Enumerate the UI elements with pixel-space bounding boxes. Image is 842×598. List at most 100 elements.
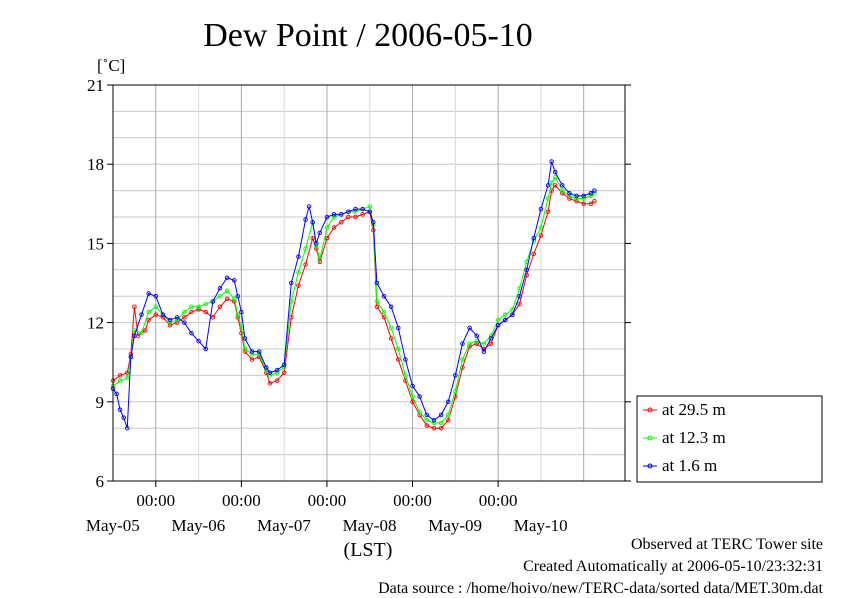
data-point (125, 375, 130, 381)
data-point (203, 309, 208, 315)
data-point (503, 317, 508, 323)
series-at-1-6-m (110, 159, 597, 431)
data-point (242, 346, 248, 352)
data-point (438, 412, 444, 418)
data-point (549, 159, 554, 164)
data-point (303, 217, 308, 222)
data-point (574, 198, 579, 204)
data-point (114, 391, 119, 397)
data-point (324, 235, 330, 241)
data-point (353, 206, 358, 212)
data-point (438, 420, 444, 426)
data-point (338, 220, 344, 225)
data-point (581, 201, 586, 207)
data-point (324, 225, 330, 230)
data-point (153, 293, 159, 299)
data-point (460, 357, 465, 362)
x-tick-date-label: May-06 (171, 516, 225, 535)
data-point (388, 336, 394, 341)
data-point (324, 214, 330, 220)
data-point (524, 267, 529, 273)
plot-frame (112, 84, 626, 482)
data-point (146, 291, 151, 296)
data-point (224, 275, 230, 280)
data-point (210, 315, 216, 320)
data-point (481, 341, 487, 346)
data-point (196, 304, 201, 310)
data-point (588, 193, 594, 199)
data-point (203, 346, 208, 352)
x-tick-time-label: 00:00 (393, 491, 432, 510)
legend-swatch-marker (647, 407, 653, 413)
series-at-29-5-m (110, 183, 597, 431)
footer-created-note: Created Automatically at 2006-05-10/23:3… (523, 558, 823, 575)
data-point (453, 388, 458, 394)
data-point (592, 198, 597, 204)
legend-swatch-marker (647, 463, 653, 469)
data-point (388, 304, 394, 310)
data-point (445, 399, 451, 405)
data-point (346, 214, 351, 220)
data-point (360, 212, 365, 217)
data-point (296, 270, 301, 275)
data-point (403, 357, 408, 362)
x-tick-time-label: 00:00 (479, 491, 518, 510)
data-point (274, 370, 280, 376)
data-point (139, 312, 144, 317)
data-point (117, 378, 123, 383)
data-point (174, 315, 180, 320)
data-point (467, 341, 472, 346)
data-point (371, 220, 376, 225)
data-point (410, 383, 415, 389)
legend-swatch-marker (647, 435, 653, 441)
data-point (310, 235, 315, 241)
data-point (153, 304, 159, 310)
x-tick-time-label: 00:00 (308, 491, 347, 510)
data-point (146, 317, 151, 323)
data-point (182, 315, 187, 320)
data-point (224, 296, 230, 302)
data-point (552, 175, 558, 180)
data-point (495, 317, 501, 323)
data-point (374, 299, 380, 304)
x-tick-time-label: 00:00 (136, 491, 175, 510)
data-point (196, 338, 201, 344)
data-point (346, 209, 351, 214)
data-point (438, 425, 444, 431)
data-point (538, 206, 544, 212)
data-point (289, 280, 294, 286)
data-point (182, 320, 187, 325)
data-point (560, 183, 565, 188)
y-tick-label: 15 (87, 234, 104, 253)
data-point (588, 201, 594, 207)
data-point (588, 190, 594, 196)
data-point (303, 262, 308, 267)
data-point (431, 418, 437, 423)
data-point (267, 370, 273, 376)
x-tick-date-label: May-07 (257, 516, 311, 535)
data-point (160, 312, 166, 317)
data-point (474, 341, 479, 346)
x-axis-label: (LST) (344, 539, 393, 561)
data-point (317, 256, 323, 262)
data-point (567, 196, 572, 201)
data-point (460, 341, 465, 346)
series-line (112, 176, 595, 424)
data-point (410, 394, 415, 399)
data-point (117, 373, 123, 378)
data-point (403, 373, 408, 378)
x-tick-time-label: 00:00 (222, 491, 261, 510)
data-point (360, 206, 365, 212)
data-point (235, 312, 241, 317)
data-point (196, 307, 201, 312)
data-point (249, 357, 255, 362)
data-point (242, 349, 248, 354)
data-point (410, 399, 415, 405)
data-point (396, 357, 401, 362)
data-point (217, 286, 223, 291)
footer-source-note: Data source : /home/hoivo/new/TERC-data/… (378, 580, 823, 597)
data-point (203, 301, 208, 307)
data-point (531, 251, 537, 257)
data-point (281, 362, 287, 368)
